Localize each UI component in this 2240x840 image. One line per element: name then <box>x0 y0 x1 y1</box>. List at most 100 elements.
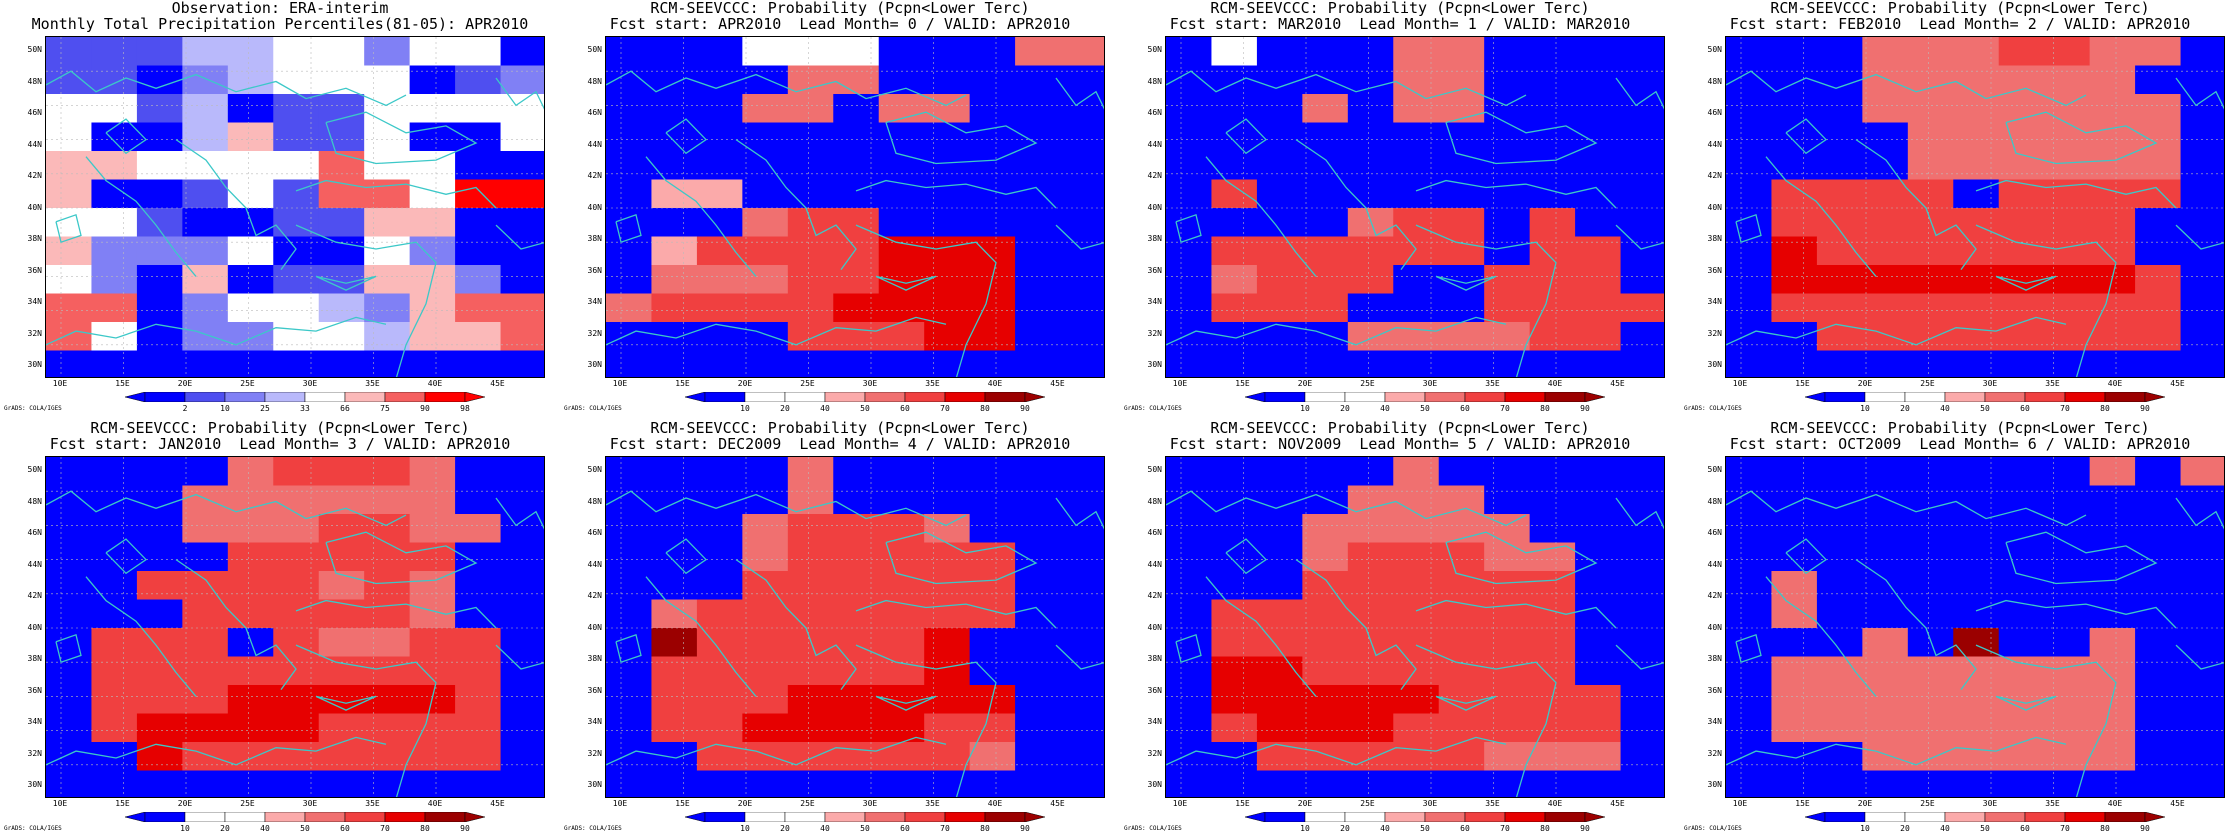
coastline <box>46 70 407 107</box>
grid-cell <box>1302 350 1349 377</box>
lon-tick-label: 30E <box>302 799 318 808</box>
coastline <box>495 77 544 110</box>
grid-cell <box>924 542 971 572</box>
grid-cell <box>500 485 544 515</box>
grid-cell <box>182 236 229 266</box>
panel-title: RCM-SEEVCCC: Probability (Pcpn<Lower Ter… <box>650 0 1030 17</box>
grid-cell <box>1726 350 1773 377</box>
colorbar-swatch <box>344 392 386 402</box>
grid-cell <box>924 685 971 715</box>
grid-cell <box>1771 37 1818 67</box>
grid-cell <box>924 656 971 686</box>
grid-cell <box>1529 571 1576 601</box>
grid-cell <box>136 742 183 772</box>
grid-cell <box>1862 628 1909 658</box>
coastline <box>606 316 947 346</box>
lon-tick-label: 25E <box>240 799 255 808</box>
grid-cell <box>2180 599 2224 629</box>
map-area <box>1725 36 2225 378</box>
grid-cell <box>1166 514 1213 544</box>
grid-cell <box>409 457 456 487</box>
grid-cell <box>1347 685 1394 715</box>
grid-cell <box>1771 628 1818 658</box>
coastline <box>1166 490 1527 527</box>
grid-cell <box>787 770 834 797</box>
grid-cell <box>1529 151 1576 181</box>
grid-cell <box>46 457 93 487</box>
colorbar-swatch <box>1464 392 1506 402</box>
grid-cell <box>500 179 544 209</box>
lon-tick-label: 10E <box>1172 379 1188 388</box>
grid-cell <box>455 713 502 743</box>
panel-subtitle: Fcst start: APR2010 Lead Month= 0 / VALI… <box>609 15 1071 33</box>
grid-cell <box>1302 179 1349 209</box>
grid-cell <box>1166 350 1213 377</box>
grid-cell <box>1060 628 1104 658</box>
grid-cell <box>1256 457 1303 487</box>
coastline <box>1726 70 2087 107</box>
colorbar-label: 40 <box>820 824 830 833</box>
lat-tick-label: 50N <box>587 465 602 474</box>
grid-cell <box>924 293 971 323</box>
grid-cell <box>409 350 456 377</box>
grid-cell <box>833 514 880 544</box>
grid-cell <box>1015 293 1062 323</box>
grid-cell <box>2044 208 2091 238</box>
grid-cell <box>1953 65 2000 95</box>
grid-cell <box>1529 656 1576 686</box>
coastline <box>105 538 148 575</box>
grid-cell <box>2180 457 2224 487</box>
colorbar-label: 50 <box>1980 824 1990 833</box>
lat-tick-label: 46N <box>587 108 602 117</box>
grid-cell <box>136 94 183 124</box>
coastline <box>295 644 437 797</box>
grid-cell <box>1862 322 1909 352</box>
map-panel: Observation: ERA-interim Monthly Total Pr… <box>0 0 560 420</box>
grid-cell <box>91 770 138 797</box>
lat-tick-label: 50N <box>1147 465 1162 474</box>
grid-cell <box>924 742 971 772</box>
lon-tick-label: 25E <box>1360 799 1375 808</box>
grid-cell <box>2089 742 2136 772</box>
lon-tick-label: 45E <box>1610 799 1625 808</box>
grid-cell <box>1907 485 1954 515</box>
grid-cell <box>1015 770 1062 797</box>
coastline <box>1785 118 1828 155</box>
colorbar-swatch <box>704 392 746 402</box>
grid-cell <box>1529 37 1576 67</box>
grid-cell <box>273 293 320 323</box>
grid-cell <box>1393 350 1440 377</box>
coastline <box>295 599 497 629</box>
grid-cell <box>1393 599 1440 629</box>
coastline <box>1615 497 1664 530</box>
colorbar-label: 50 <box>300 824 310 833</box>
grid-cell <box>1211 628 1258 658</box>
lon-tick-label: 15E <box>675 799 690 808</box>
grid-cell <box>409 713 456 743</box>
colorbar-arrow-right <box>1024 392 1045 402</box>
grid-cell <box>1771 571 1818 601</box>
grid-cell <box>500 542 544 572</box>
grid-cell <box>364 542 411 572</box>
coastline <box>1615 77 1664 110</box>
grid-cell <box>924 122 971 152</box>
grid-cell <box>1998 656 2045 686</box>
colorbar-label: 2 <box>182 404 188 413</box>
lat-tick-label: 30N <box>1147 360 1162 369</box>
grid-cell <box>1862 599 1909 629</box>
grid-cell <box>1726 208 1773 238</box>
lat-tick-label: 32N <box>587 328 602 338</box>
lat-tick-label: 48N <box>1147 496 1162 506</box>
colorbar-arrow-left <box>1805 392 1826 402</box>
colorbar-arrow-left <box>125 392 146 402</box>
grid-cell <box>318 350 365 377</box>
grid-cell <box>787 179 834 209</box>
grid-cell <box>46 37 93 67</box>
lat-tick-label: 34N <box>587 717 602 726</box>
grid-cell <box>1484 685 1531 715</box>
coastline <box>175 559 297 690</box>
grid-cell <box>2089 236 2136 266</box>
grid-cell <box>606 628 653 658</box>
grid-cell <box>606 65 653 95</box>
colorbar-label: 10 <box>180 824 190 833</box>
